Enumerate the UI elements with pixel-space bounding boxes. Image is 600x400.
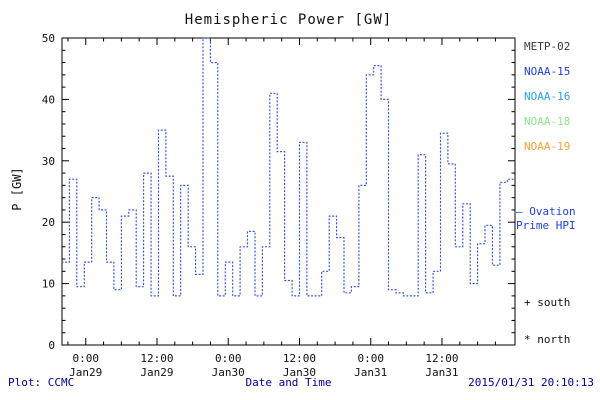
svg-text:0:00: 0:00 <box>72 352 99 365</box>
svg-text:Jan30: Jan30 <box>212 366 245 379</box>
svg-text:30: 30 <box>42 155 55 168</box>
svg-text:Jan29: Jan29 <box>69 366 102 379</box>
legend-item-metp02: METP-02 <box>524 40 571 53</box>
x-axis-label: Date and Time <box>245 376 332 389</box>
chart-title: Hemispheric Power [GW] <box>184 12 393 28</box>
legend-item-noaa15: NOAA-15 <box>524 65 571 78</box>
svg-text:20: 20 <box>42 216 55 229</box>
legend-item-noaa18: NOAA-18 <box>524 115 571 128</box>
legend-marker-south: + south <box>524 296 571 309</box>
svg-text:Jan30: Jan30 <box>283 366 316 379</box>
svg-text:0: 0 <box>48 339 55 352</box>
svg-text:0:00: 0:00 <box>357 352 384 365</box>
svg-text:0:00: 0:00 <box>215 352 242 365</box>
legend-item-noaa16: NOAA-16 <box>524 90 571 103</box>
y-axis-label: P [GW] <box>10 167 24 211</box>
legend-marker-north: * north <box>524 333 571 346</box>
svg-text:50: 50 <box>42 32 55 45</box>
footer-timestamp: 2015/01/31 20:10:13 <box>468 376 594 389</box>
svg-text:Jan31: Jan31 <box>425 366 458 379</box>
legend-item-noaa19: NOAA-19 <box>524 140 571 153</box>
svg-text:12:00: 12:00 <box>140 352 173 365</box>
svg-text:Jan29: Jan29 <box>140 366 173 379</box>
svg-text:10: 10 <box>42 278 55 291</box>
svg-text:Jan31: Jan31 <box>354 366 387 379</box>
svg-text:12:00: 12:00 <box>425 352 458 365</box>
footer-plot-source: Plot: CCMC <box>8 376 75 389</box>
svg-text:40: 40 <box>42 93 55 106</box>
svg-text:12:00: 12:00 <box>283 352 316 365</box>
legend-ovation-prime-hpi: — Ovation Prime HPI <box>516 205 576 232</box>
